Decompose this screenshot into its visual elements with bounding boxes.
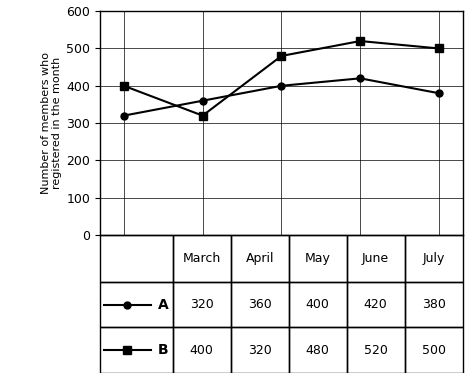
Bar [100,327,172,373]
Bar [230,235,288,282]
Bar [404,282,462,327]
Text: 400: 400 [305,298,329,311]
Bar [172,235,230,282]
Text: 360: 360 [248,298,271,311]
Text: April: April [245,252,273,265]
Bar [172,282,230,327]
Text: B: B [158,343,169,357]
Bar [230,327,288,373]
Text: 500: 500 [421,344,445,357]
Bar [346,327,404,373]
Text: 320: 320 [189,298,213,311]
Text: 400: 400 [189,344,213,357]
Y-axis label: Number of members who
registered in the month: Number of members who registered in the … [40,52,62,194]
Text: May: May [304,252,330,265]
Bar [100,282,172,327]
Text: June: June [361,252,388,265]
Bar [346,235,404,282]
Text: March: March [182,252,220,265]
Text: A: A [158,298,169,312]
Text: 480: 480 [305,344,329,357]
Bar [172,327,230,373]
Text: 320: 320 [248,344,271,357]
Text: July: July [422,252,444,265]
Bar [346,282,404,327]
Bar [404,235,462,282]
Bar [404,327,462,373]
Text: 420: 420 [363,298,387,311]
Bar [288,327,346,373]
Text: 380: 380 [421,298,445,311]
Bar [288,282,346,327]
Text: 520: 520 [363,344,387,357]
Bar [100,235,172,282]
Bar [230,282,288,327]
Bar [288,235,346,282]
